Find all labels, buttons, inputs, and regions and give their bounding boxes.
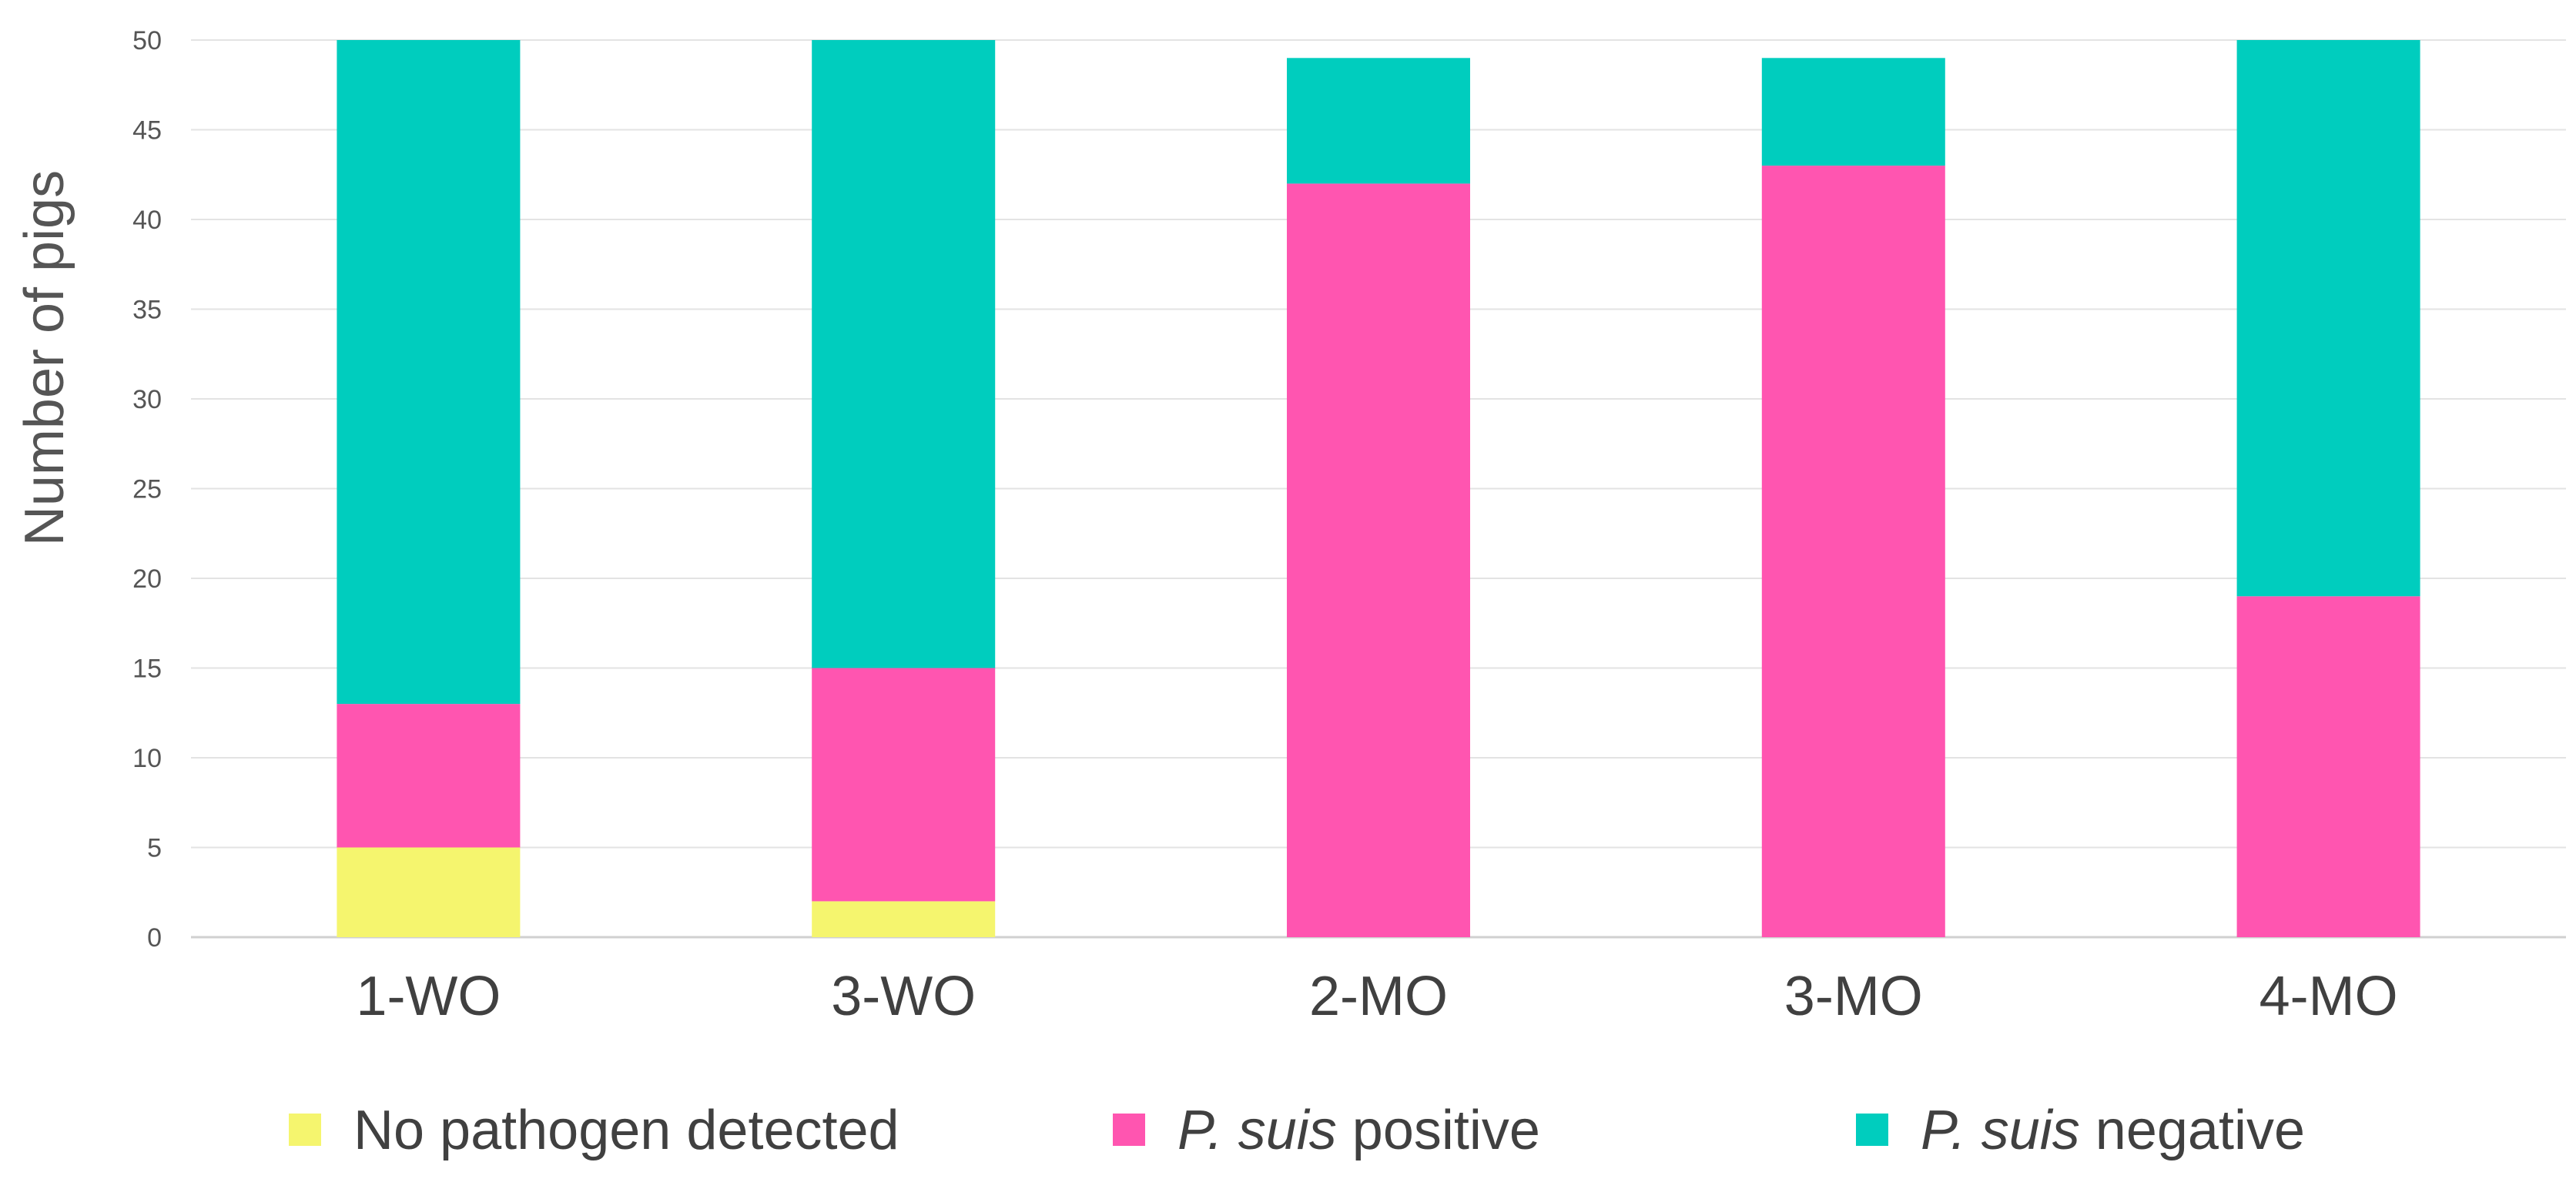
legend-label: P. suis negative [1921,1100,2305,1161]
x-category-label: 4-MO [2259,966,2398,1027]
bar-segment [337,847,521,937]
bar-segment [2236,596,2420,937]
bar-segment [337,40,521,705]
bar-segment [337,704,521,848]
y-axis-label: Number of pigs [14,170,75,546]
legend-swatch [289,1114,321,1146]
bar-segment [812,668,996,902]
bars [337,40,2420,938]
legend-label-italic: P. suis [1921,1100,2080,1161]
y-axis-ticks: 0 5 10 15 20 25 30 35 40 45 50 [132,26,162,953]
y-tick-label: 50 [132,26,162,55]
legend: No pathogen detected P. suis positive P. s… [289,1100,2305,1161]
x-category-label: 3-WO [831,966,976,1027]
y-tick-label: 35 [132,296,162,325]
y-tick-label: 25 [132,475,162,504]
legend-label-text: positive [1337,1100,1540,1161]
bar-segment [812,40,996,668]
y-tick-label: 30 [132,385,162,414]
bar-segment [1287,183,1470,937]
y-tick-label: 5 [147,834,162,863]
legend-label-text: No pathogen detected [353,1100,899,1161]
legend-label: No pathogen detected [353,1100,899,1161]
legend-label-text: negative [2080,1100,2305,1161]
y-tick-label: 10 [132,744,162,773]
y-tick-label: 15 [132,655,162,684]
bar-segment [1287,58,1470,184]
legend-swatch [1856,1114,1888,1146]
x-category-label: 3-MO [1784,966,1923,1027]
x-category-label: 1-WO [356,966,501,1027]
x-axis-categories: 1-WO 3-WO 2-MO 3-MO 4-MO [356,966,2397,1027]
x-category-label: 2-MO [1309,966,1448,1027]
y-tick-label: 40 [132,206,162,235]
y-tick-label: 20 [132,564,162,594]
bar-segment [2236,40,2420,597]
legend-label-italic: P. suis [1177,1100,1337,1161]
y-tick-label: 45 [132,116,162,146]
bar-segment [1761,58,1945,166]
y-tick-label: 0 [147,923,162,953]
legend-swatch [1113,1114,1145,1146]
legend-label: P. suis positive [1177,1100,1540,1161]
bar-segment [812,901,996,937]
bar-segment [1761,166,1945,938]
